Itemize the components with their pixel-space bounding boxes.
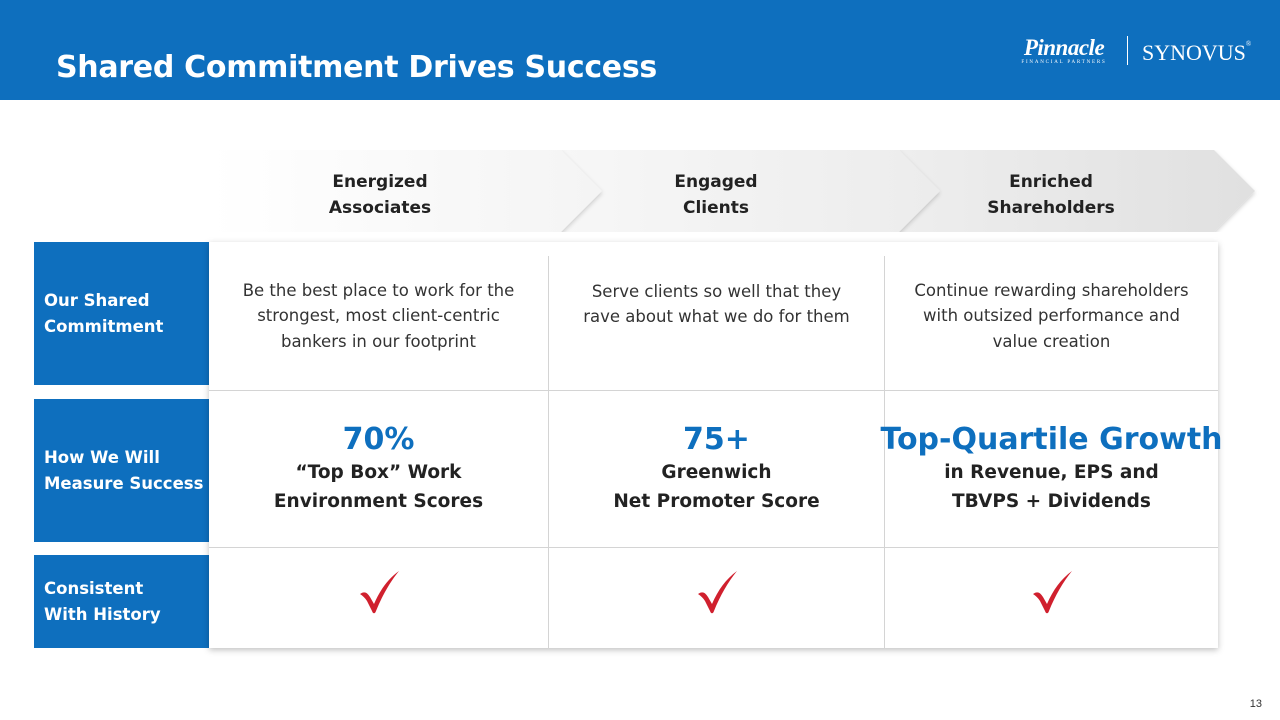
commitment-cell-clients: Serve clients so well that they rave abo… — [549, 242, 884, 390]
measure-cell-associates: 70% “Top Box” Work Environment Scores — [209, 391, 548, 547]
grid-divider-h2 — [209, 547, 1218, 548]
chevron-3 — [899, 150, 1255, 232]
chevron-shapes — [209, 150, 1255, 232]
row-label-history-text: Consistent With History — [44, 578, 161, 624]
pinnacle-logo: Pinnacle FINANCIAL PARTNERS — [1016, 36, 1112, 66]
row-label-commitment-text: Our Shared Commitment — [44, 290, 164, 336]
header-bar: Shared Commitment Drives Success Pinnacl… — [0, 0, 1280, 100]
metric-description: Greenwich Net Promoter Score — [613, 462, 820, 512]
chevron-label-associates: Energized Associates — [328, 172, 432, 218]
synovus-logo-wordmark: SYNOVUS — [1142, 40, 1246, 65]
logo-divider — [1127, 36, 1128, 65]
row-label-measure: How We Will Measure Success — [34, 399, 209, 542]
metric-value: 75+ — [683, 422, 750, 457]
commitment-text: Be the best place to work for the strong… — [242, 280, 515, 351]
commitment-grid: Be the best place to work for the strong… — [209, 242, 1223, 648]
grid-divider-v2 — [884, 256, 885, 648]
metric-value: Top-Quartile Growth — [880, 422, 1223, 457]
registered-mark-icon: ® — [1245, 40, 1252, 48]
grid-divider-v1 — [548, 256, 549, 648]
checkmark-icon — [359, 571, 399, 614]
grid-divider-h1 — [209, 390, 1218, 391]
measure-cell-shareholders: Top-Quartile Growth in Revenue, EPS and … — [880, 391, 1222, 547]
commitment-cell-associates: Be the best place to work for the strong… — [209, 242, 548, 390]
row-label-history: Consistent With History — [34, 555, 209, 648]
row-label-commitment: Our Shared Commitment — [34, 242, 209, 385]
chevron-1 — [209, 150, 602, 232]
history-cell-associates — [209, 548, 548, 648]
history-cell-clients — [549, 548, 884, 648]
metric-description: in Revenue, EPS and TBVPS + Dividends — [944, 462, 1159, 512]
row-label-measure-text: How We Will Measure Success — [44, 447, 204, 493]
page-title: Shared Commitment Drives Success — [56, 50, 657, 85]
metric-description: “Top Box” Work Environment Scores — [273, 462, 484, 512]
commitment-text: Serve clients so well that they rave abo… — [583, 281, 850, 327]
measure-cell-clients: 75+ Greenwich Net Promoter Score — [549, 391, 884, 547]
chevron-label-shareholders: Enriched Shareholders — [987, 172, 1115, 218]
checkmark-icon — [697, 571, 737, 614]
chevron-label-clients: Engaged Clients — [674, 172, 758, 218]
commitment-cell-shareholders: Continue rewarding shareholders with out… — [885, 242, 1218, 390]
commitment-text: Continue rewarding shareholders with out… — [914, 280, 1189, 351]
chevron-process-row: Energized Associates Engaged Clients Enr… — [209, 150, 1259, 232]
synovus-logo: SYNOVUS® — [1142, 40, 1251, 66]
history-cell-shareholders — [885, 548, 1218, 648]
checkmark-icon — [1032, 571, 1072, 614]
page-number: 13 — [1249, 698, 1262, 710]
pinnacle-logo-tagline: FINANCIAL PARTNERS — [1021, 60, 1107, 65]
pinnacle-logo-wordmark: Pinnacle — [1023, 35, 1105, 60]
chevron-2 — [561, 150, 940, 232]
metric-value: 70% — [342, 422, 415, 457]
